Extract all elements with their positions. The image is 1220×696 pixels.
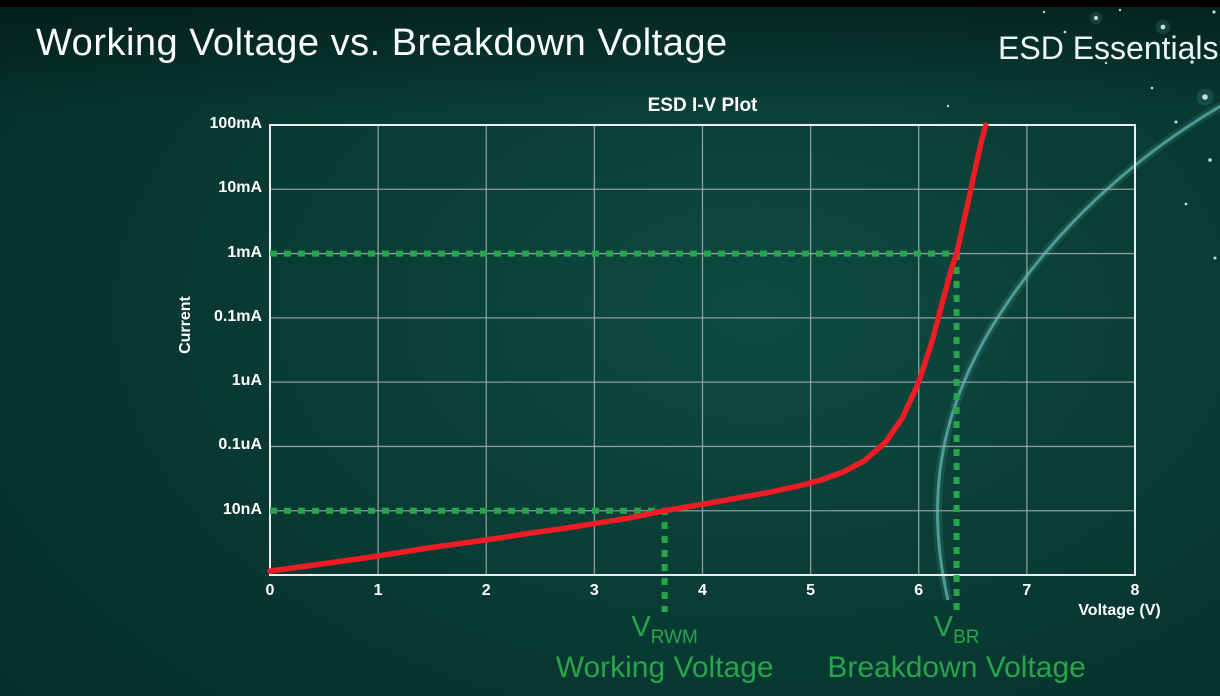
sparkle-dot bbox=[1190, 60, 1194, 64]
sparkle-dot bbox=[1213, 256, 1217, 260]
chart-title: ESD I-V Plot bbox=[647, 95, 758, 116]
sparkle-dot bbox=[1104, 61, 1108, 65]
vrwm-symbol: VRWM bbox=[485, 612, 845, 648]
breakdown-voltage-caption: Breakdown Voltage bbox=[827, 650, 1086, 684]
sparkle-dot bbox=[1063, 30, 1067, 34]
brand-logo-text: ESD Essentials bbox=[998, 30, 1219, 66]
sparkle-dot bbox=[1202, 94, 1208, 100]
sparkle-dot bbox=[1150, 86, 1154, 90]
sparkle-dot bbox=[1174, 120, 1178, 124]
working-voltage-annotation: VRWM Working Voltage bbox=[485, 612, 845, 683]
top-letterbox-bar bbox=[0, 0, 1220, 7]
iv-curve bbox=[267, 122, 989, 574]
y-axis-label: Current bbox=[177, 296, 194, 354]
sparkle-dot bbox=[1042, 10, 1046, 14]
sparkle-dot bbox=[1130, 42, 1134, 46]
breakdown-voltage-annotation: VBR Breakdown Voltage bbox=[777, 612, 1137, 683]
vbr-letter: V bbox=[933, 611, 954, 643]
page-title: Working Voltage vs. Breakdown Voltage bbox=[36, 22, 728, 64]
decorative-swoosh bbox=[935, 104, 1220, 601]
sparkle-dot bbox=[1212, 10, 1216, 14]
working-voltage-caption: Working Voltage bbox=[555, 650, 774, 684]
sparkle-dot bbox=[946, 104, 950, 108]
sparkle-dot bbox=[1160, 24, 1166, 30]
plot-frame bbox=[269, 124, 1136, 576]
sparkle-dot bbox=[1118, 8, 1122, 12]
vrwm-letter: V bbox=[631, 611, 651, 643]
sparkle-dot bbox=[1208, 158, 1212, 162]
sparkle-dot bbox=[1094, 16, 1098, 20]
x-axis-label: Voltage (V) bbox=[1078, 602, 1161, 619]
vbr-subscript: BR bbox=[953, 626, 980, 648]
vrwm-subscript: RWM bbox=[650, 626, 698, 648]
vbr-symbol: VBR bbox=[777, 612, 1137, 648]
sparkle-dot bbox=[1184, 202, 1188, 206]
